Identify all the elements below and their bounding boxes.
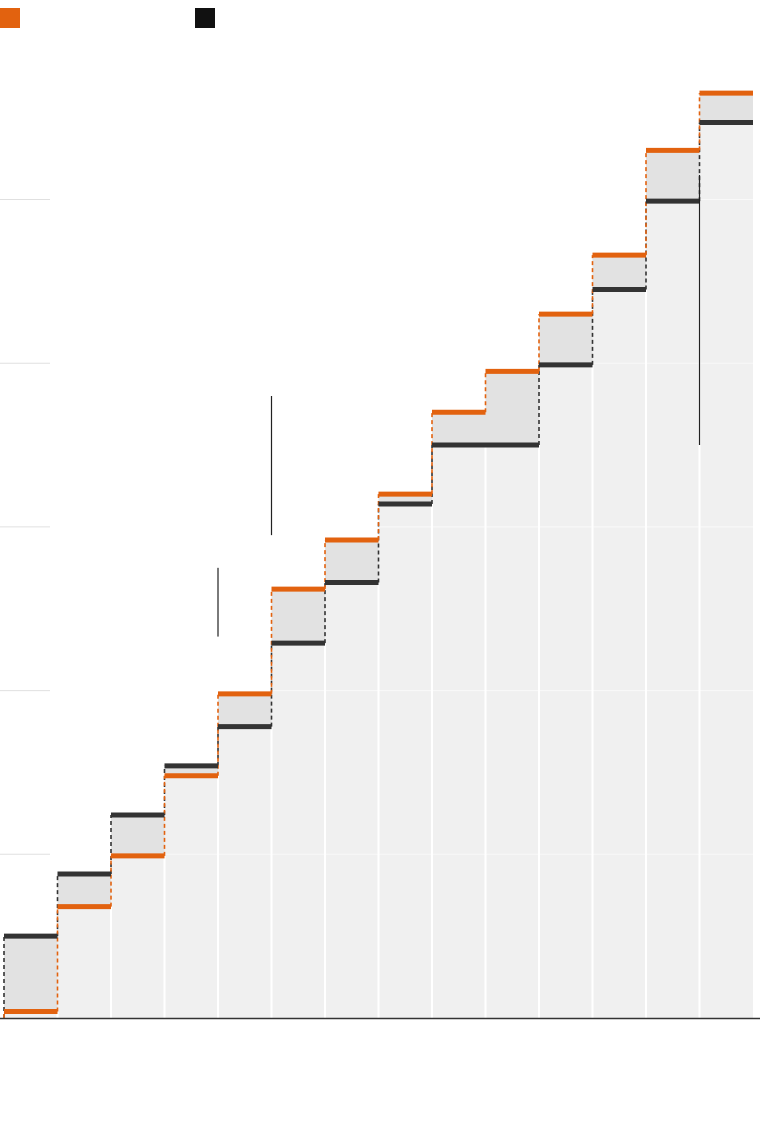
- legend-swatch-series-b: [195, 8, 215, 28]
- column-gap-fill: [164, 765, 218, 776]
- column-background: [57, 906, 111, 1018]
- column-background: [164, 775, 218, 1018]
- legend-swatch-series-a: [0, 8, 20, 28]
- column-background: [111, 855, 165, 1018]
- column-gap-fill: [485, 371, 539, 446]
- column-background: [378, 503, 432, 1018]
- column-background: [539, 364, 593, 1018]
- column-gap-fill: [325, 539, 379, 583]
- column-gap-fill: [4, 936, 58, 1012]
- column-gap-fill: [271, 589, 325, 644]
- column-background: [325, 582, 379, 1018]
- column-gap-fill: [378, 494, 432, 504]
- column-background: [4, 1011, 58, 1018]
- column-background: [592, 289, 646, 1018]
- column-gap-fill: [699, 93, 753, 123]
- column-background: [485, 445, 539, 1018]
- column-gap-fill: [592, 255, 646, 290]
- column-background: [271, 643, 325, 1018]
- column-gap-fill: [218, 693, 272, 727]
- column-gap-fill: [432, 412, 486, 446]
- column-background: [699, 122, 753, 1019]
- column-gap-fill: [57, 873, 111, 907]
- column-background: [218, 726, 272, 1018]
- column-gap-fill: [111, 815, 165, 856]
- column-background: [432, 445, 486, 1018]
- column-gap-fill: [539, 314, 593, 365]
- column-gap-fill: [646, 150, 700, 202]
- column-background: [646, 201, 700, 1019]
